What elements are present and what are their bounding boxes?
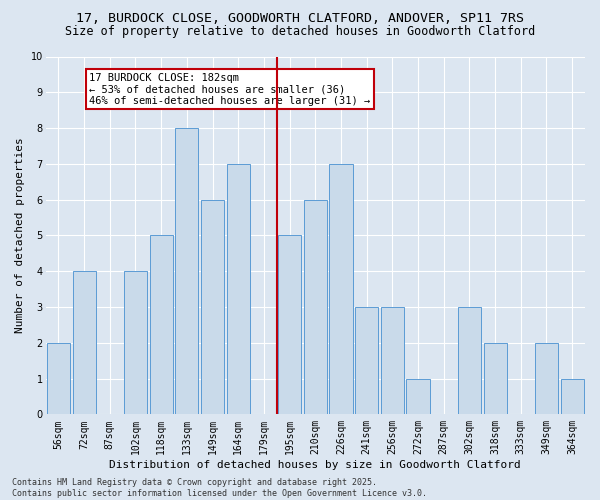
Y-axis label: Number of detached properties: Number of detached properties bbox=[15, 138, 25, 334]
Bar bbox=[458, 307, 481, 414]
Bar bbox=[149, 236, 173, 414]
Bar bbox=[201, 200, 224, 414]
Bar bbox=[47, 343, 70, 414]
Bar bbox=[304, 200, 327, 414]
Bar bbox=[381, 307, 404, 414]
Bar bbox=[355, 307, 378, 414]
Bar bbox=[73, 271, 95, 414]
Bar bbox=[535, 343, 558, 414]
Bar bbox=[560, 378, 584, 414]
Bar bbox=[124, 271, 147, 414]
Bar bbox=[329, 164, 353, 414]
Bar bbox=[484, 343, 506, 414]
Text: 17 BURDOCK CLOSE: 182sqm
← 53% of detached houses are smaller (36)
46% of semi-d: 17 BURDOCK CLOSE: 182sqm ← 53% of detach… bbox=[89, 72, 371, 106]
Text: Size of property relative to detached houses in Goodworth Clatford: Size of property relative to detached ho… bbox=[65, 25, 535, 38]
Bar bbox=[175, 128, 199, 414]
Bar bbox=[406, 378, 430, 414]
X-axis label: Distribution of detached houses by size in Goodworth Clatford: Distribution of detached houses by size … bbox=[109, 460, 521, 470]
Text: 17, BURDOCK CLOSE, GOODWORTH CLATFORD, ANDOVER, SP11 7RS: 17, BURDOCK CLOSE, GOODWORTH CLATFORD, A… bbox=[76, 12, 524, 26]
Text: Contains HM Land Registry data © Crown copyright and database right 2025.
Contai: Contains HM Land Registry data © Crown c… bbox=[12, 478, 427, 498]
Bar bbox=[278, 236, 301, 414]
Bar bbox=[227, 164, 250, 414]
